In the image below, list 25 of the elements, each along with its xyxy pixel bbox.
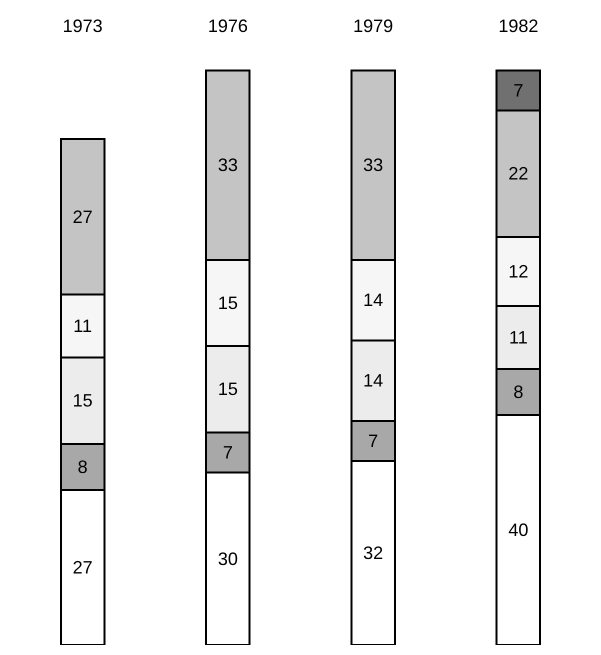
data-label: 7 <box>368 430 378 451</box>
data-label: 15 <box>218 293 238 314</box>
data-label: 33 <box>218 155 238 176</box>
data-label: 7 <box>222 442 233 462</box>
data-label: 14 <box>363 290 384 310</box>
data-label: 27 <box>72 557 93 578</box>
data-label: 7 <box>513 80 524 100</box>
data-label: 33 <box>363 155 384 176</box>
data-label: 22 <box>508 164 528 184</box>
x-tick-label: 1976 <box>208 16 248 36</box>
x-tick-label: 1979 <box>353 16 394 36</box>
data-label: 15 <box>218 379 238 400</box>
data-label: 15 <box>72 390 93 411</box>
data-label: 30 <box>218 548 238 569</box>
x-tick-label: 1973 <box>62 16 103 36</box>
data-label: 32 <box>363 543 384 564</box>
x-tick-label: 1982 <box>498 16 538 36</box>
data-label: 8 <box>78 456 88 477</box>
data-label: 27 <box>72 206 93 227</box>
data-label: 14 <box>363 370 384 391</box>
data-label: 11 <box>509 328 528 348</box>
data-label: 11 <box>73 316 92 336</box>
data-label: 8 <box>513 382 524 402</box>
data-label: 40 <box>508 520 528 540</box>
data-label: 12 <box>508 261 528 282</box>
